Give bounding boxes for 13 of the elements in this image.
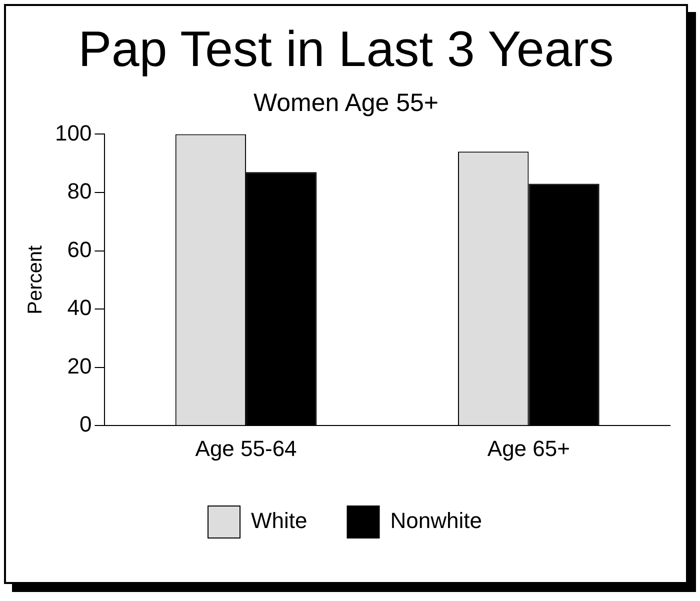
legend-label: White [251, 508, 308, 534]
y-tick-label: 80 [67, 178, 92, 204]
y-tick-label: 60 [67, 236, 92, 262]
y-tick-label: 100 [54, 120, 92, 146]
y-tick-label: 20 [67, 353, 92, 378]
chart-subtitle: Women Age 55+ [252, 88, 440, 118]
y-tick-label: 40 [67, 295, 92, 320]
x-tick-label: Age 65+ [487, 436, 570, 461]
chart-title: Pap Test in Last 3 Years [77, 20, 615, 78]
y-tick-label: 0 [79, 412, 92, 437]
legend-label: Nonwhite [390, 508, 482, 534]
y-axis-title: Percent [24, 245, 47, 314]
x-tick-label: Age 55-64 [195, 436, 297, 461]
